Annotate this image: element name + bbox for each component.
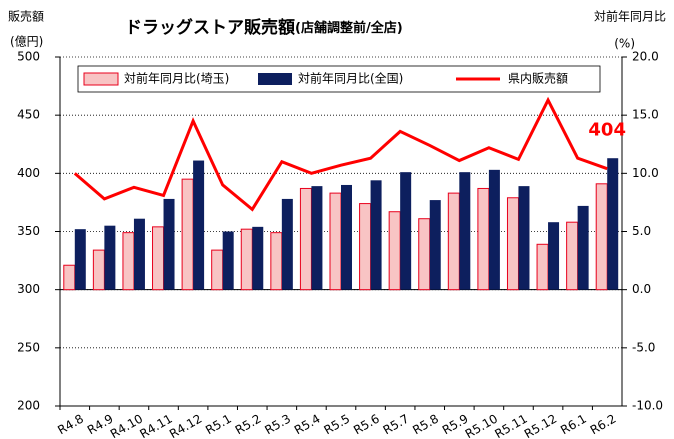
- x-tick-label: R5.8: [410, 412, 441, 438]
- bar: [459, 172, 471, 290]
- y2-tick-label: 15.0: [632, 108, 659, 122]
- x-tick-label: R6.2: [588, 412, 619, 438]
- bar: [133, 218, 145, 290]
- line: [73, 96, 608, 212]
- x-tick-label: R6.1: [558, 412, 589, 438]
- bar: [74, 229, 86, 290]
- legend-box: [77, 65, 601, 93]
- bar: [400, 172, 412, 290]
- legend-swatch: [258, 73, 292, 85]
- x-tick-label: R5.10: [463, 412, 500, 439]
- bar: [447, 192, 460, 291]
- bar: [488, 169, 500, 290]
- bar: [181, 178, 194, 291]
- bar: [270, 232, 283, 291]
- chart-title: ドラッグストア販売額(店舗調整前/全店): [125, 17, 403, 38]
- bar: [577, 205, 589, 290]
- y2-axis-unit: (%): [614, 37, 635, 51]
- bar: [595, 183, 608, 291]
- bar: [566, 221, 579, 291]
- bar: [370, 180, 382, 290]
- y-tick-label: 250: [17, 340, 40, 354]
- x-tick-label: R4.11: [137, 412, 174, 439]
- bar: [311, 186, 323, 290]
- y-tick-label: 200: [17, 399, 40, 413]
- y-tick-label: 350: [17, 224, 40, 238]
- bar: [122, 232, 135, 291]
- bar: [359, 203, 372, 291]
- y-tick-label: 400: [17, 166, 40, 180]
- legend-label: 県内販売額: [508, 71, 568, 86]
- y-axis-unit: (億円): [10, 35, 43, 49]
- x-tick-label: R5.12: [522, 412, 559, 439]
- bar: [388, 211, 401, 291]
- y-axis-label: 販売額: [8, 9, 44, 24]
- y-tick-label: 300: [17, 282, 40, 296]
- bar: [607, 158, 619, 290]
- bar: [104, 225, 116, 290]
- bar: [548, 222, 560, 290]
- bar: [281, 198, 293, 290]
- bar: [163, 198, 175, 290]
- chart-subtitle: (店舗調整前/全店): [295, 20, 403, 36]
- bar: [222, 231, 234, 290]
- bar: [477, 187, 490, 291]
- bar: [329, 192, 342, 291]
- bar: [429, 200, 441, 290]
- chart-title-main: ドラッグストア販売額: [125, 17, 295, 38]
- y2-axis-label: 対前年同月比: [594, 9, 666, 24]
- bar: [506, 197, 519, 291]
- x-tick-label: R5.3: [262, 412, 293, 438]
- legend-swatch: [83, 72, 119, 86]
- y2-tick-label: -5.0: [632, 340, 655, 354]
- x-tick-label: R5.4: [292, 412, 323, 438]
- y2-tick-label: 0.0: [632, 282, 651, 296]
- x-tick-label: R5.5: [322, 412, 353, 438]
- bar: [536, 243, 549, 291]
- bar: [418, 218, 431, 291]
- y2-tick-label: 5.0: [632, 224, 651, 238]
- bar: [193, 160, 205, 290]
- y2-tick-label: 20.0: [632, 50, 659, 64]
- y-tick-label: 500: [17, 50, 40, 64]
- x-tick-label: R4.8: [55, 412, 86, 438]
- data-label: 404: [588, 120, 626, 141]
- bar: [92, 249, 105, 291]
- bar: [63, 264, 76, 291]
- bar: [252, 226, 264, 290]
- legend-label: 対前年同月比(全国): [298, 71, 403, 86]
- bar: [211, 249, 224, 291]
- y2-tick-label: -10.0: [632, 399, 663, 413]
- x-tick-label: R5.2: [233, 412, 264, 438]
- bar: [518, 186, 530, 290]
- x-tick-label: R5.6: [351, 412, 382, 438]
- x-tick-label: R5.1: [203, 412, 234, 438]
- bar: [299, 187, 312, 291]
- x-tick-label: R5.11: [492, 412, 529, 439]
- x-tick-label: R4.10: [108, 412, 145, 439]
- bar: [341, 184, 352, 290]
- y-tick-label: 450: [17, 108, 40, 122]
- bar: [240, 228, 253, 291]
- x-tick-label: R5.7: [381, 412, 412, 438]
- legend-label: 対前年同月比(埼玉): [124, 71, 229, 86]
- x-tick-label: R4.12: [167, 412, 204, 439]
- bar: [152, 226, 165, 291]
- y2-tick-label: 10.0: [632, 166, 659, 180]
